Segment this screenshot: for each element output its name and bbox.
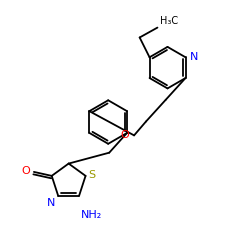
Text: H₃C: H₃C	[160, 16, 178, 26]
Text: N: N	[190, 52, 198, 62]
Text: O: O	[120, 130, 129, 140]
Text: S: S	[88, 170, 96, 180]
Text: O: O	[21, 166, 30, 176]
Text: N: N	[47, 198, 55, 208]
Text: NH₂: NH₂	[81, 210, 102, 220]
